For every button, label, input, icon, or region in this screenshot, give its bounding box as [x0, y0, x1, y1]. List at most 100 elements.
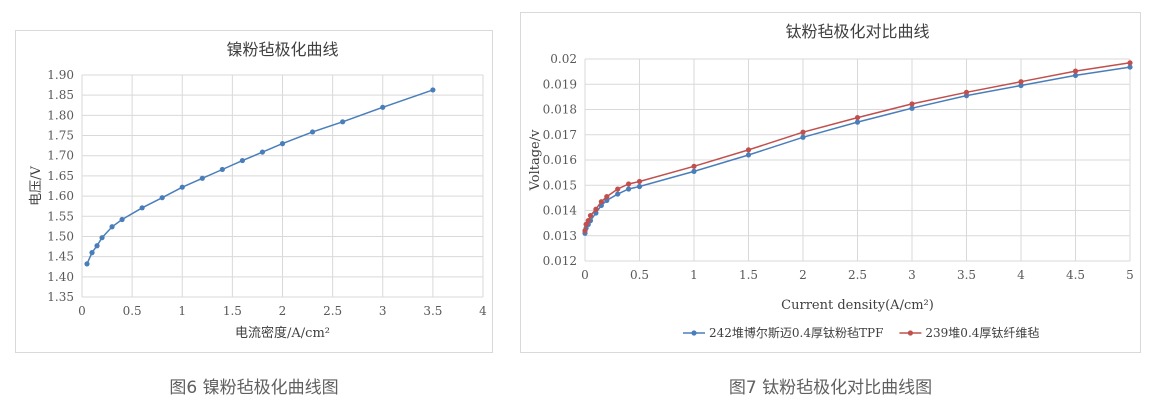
data-point-series-1 [1127, 64, 1133, 70]
data-point-series-2 [909, 101, 915, 107]
x-tick-label: 3 [908, 268, 916, 282]
data-point-series-1 [259, 149, 266, 155]
data-point-series-1 [615, 191, 621, 197]
data-point-series-1 [159, 195, 165, 201]
data-point-series-1 [94, 243, 100, 249]
x-tick-label: 1.5 [739, 268, 758, 282]
nickel-polarization-chart: 镍粉毡极化曲线 0 0.5 1 1.5 2 2.5 3 3.5 4 1.35 1.40 1.45 1.50… [29, 40, 487, 341]
data-point-series-1 [119, 216, 125, 223]
x-tick-label: 4.5 [1066, 268, 1085, 282]
chart-panel-titanium: 钛粉毡极化对比曲线 0 0.5 1 1.5 2 2.5 3 3.5 4 4.5 5 0.012 0.013… [520, 12, 1141, 353]
data-point-series-1 [279, 141, 286, 147]
data-point-series-2 [691, 163, 697, 169]
data-point-series-2 [615, 186, 621, 192]
data-point-series-1 [636, 183, 643, 190]
x-tick-label: 1.5 [223, 304, 242, 318]
y-tick-label: 1.55 [47, 209, 74, 223]
data-point-series-1 [219, 166, 225, 173]
x-axis-title: 电流密度/A/cm² [235, 325, 330, 341]
y-tick-label: 1.70 [47, 149, 74, 163]
data-point-series-2 [587, 212, 594, 219]
y-tick-label: 0.012 [543, 254, 577, 268]
y-tick-label: 1.60 [47, 189, 74, 203]
x-tick-label: 0.5 [630, 268, 649, 282]
x-tick-label: 3.5 [957, 268, 976, 282]
y-tick-label: 1.40 [47, 270, 74, 284]
data-point-series-1 [800, 134, 806, 140]
data-point-series-1 [691, 168, 697, 174]
y-tick-label: 0.019 [543, 77, 577, 91]
legend-label-1: 242堆博尔斯迈0.4厚钛粉毡TPF [709, 325, 883, 340]
x-tick-label: 2 [799, 268, 807, 282]
data-point-series-1 [89, 250, 95, 256]
data-point-series-2 [604, 194, 610, 200]
data-point-series-1 [84, 261, 90, 267]
x-tick-label: 3 [379, 304, 387, 318]
y-tick-label: 0.015 [543, 178, 577, 192]
y-tick-label: 1.65 [47, 169, 74, 183]
x-tick-label: 4 [479, 304, 487, 318]
data-point-series-1 [1072, 72, 1079, 79]
chart-panel-nickel: 镍粉毡极化曲线 0 0.5 1 1.5 2 2.5 3 3.5 4 1.35 1.40 1.45 1.50… [15, 30, 493, 353]
data-point-series-2 [854, 114, 861, 121]
data-point-series-2 [593, 206, 599, 212]
y-tick-label: 1.50 [47, 229, 74, 243]
x-tick-label: 2 [279, 304, 287, 318]
x-tick-label: 3.5 [423, 304, 442, 318]
data-point-series-2 [598, 199, 604, 205]
y-tick-label: 1.75 [47, 129, 74, 143]
y-tick-label: 0.017 [543, 128, 577, 142]
y-tick-label: 1.80 [47, 108, 74, 122]
y-tick-label: 0.013 [543, 229, 577, 243]
x-tick-label: 1 [178, 304, 186, 318]
x-tick-label: 5 [1126, 268, 1134, 282]
data-point-series-2 [585, 218, 591, 224]
data-point-series-1 [909, 105, 915, 111]
x-axis-title: Current density(A/cm²) [781, 298, 934, 313]
data-point-series-1 [179, 184, 185, 190]
legend-label-2: 239堆0.4厚钛纤维毡 [925, 325, 1039, 340]
chart-title: 镍粉毡极化曲线 [226, 40, 338, 59]
data-point-series-2 [1018, 79, 1024, 85]
data-point-series-1 [854, 119, 861, 125]
y-tick-label: 1.35 [47, 290, 74, 304]
data-point-series-1 [745, 152, 752, 158]
data-point-series-2 [583, 221, 589, 227]
x-tick-label: 2.5 [848, 268, 867, 282]
data-point-series-2 [636, 178, 643, 185]
series-line-1 [86, 89, 434, 265]
y-tick-label: 0.02 [550, 52, 577, 66]
data-point-series-1 [199, 175, 205, 181]
titanium-polarization-chart: 钛粉毡极化对比曲线 0 0.5 1 1.5 2 2.5 3 3.5 4 4.5 5 0.012 0.013… [528, 22, 1134, 340]
data-point-series-1 [626, 186, 632, 192]
legend-marker-1 [691, 330, 697, 336]
data-point-series-1 [109, 224, 115, 230]
x-tick-label: 0.5 [123, 304, 142, 318]
x-tick-label: 4 [1017, 268, 1025, 282]
x-tick-label: 2.5 [323, 304, 342, 318]
figure-caption-7: 图7 钛粉毡极化对比曲线图 [728, 378, 933, 398]
data-point-series-1 [139, 205, 145, 211]
x-tick-label: 0 [581, 268, 589, 282]
data-point-series-1 [99, 235, 105, 241]
y-tick-label: 1.85 [47, 88, 74, 102]
legend-marker-2 [907, 330, 914, 336]
y-tick-label: 1.90 [47, 68, 74, 82]
data-point-series-2 [800, 129, 806, 135]
data-point-series-1 [239, 157, 245, 164]
data-point-series-2 [1127, 60, 1133, 66]
data-point-series-1 [309, 129, 316, 135]
x-tick-label: 1 [690, 268, 698, 282]
data-point-series-2 [1072, 68, 1079, 74]
y-axis-title: 电压/V [29, 166, 44, 206]
data-point-series-1 [340, 119, 346, 125]
data-point-series-1 [604, 197, 610, 203]
data-point-series-2 [626, 181, 632, 187]
data-point-series-1 [380, 104, 386, 110]
y-tick-label: 1.45 [47, 250, 74, 264]
x-tick-label: 0 [78, 304, 86, 318]
data-point-series-2 [963, 89, 970, 95]
y-tick-label: 0.018 [543, 103, 577, 117]
figure-caption-6: 图6 镍粉毡极化曲线图 [169, 378, 339, 398]
y-tick-label: 0.014 [543, 204, 578, 218]
